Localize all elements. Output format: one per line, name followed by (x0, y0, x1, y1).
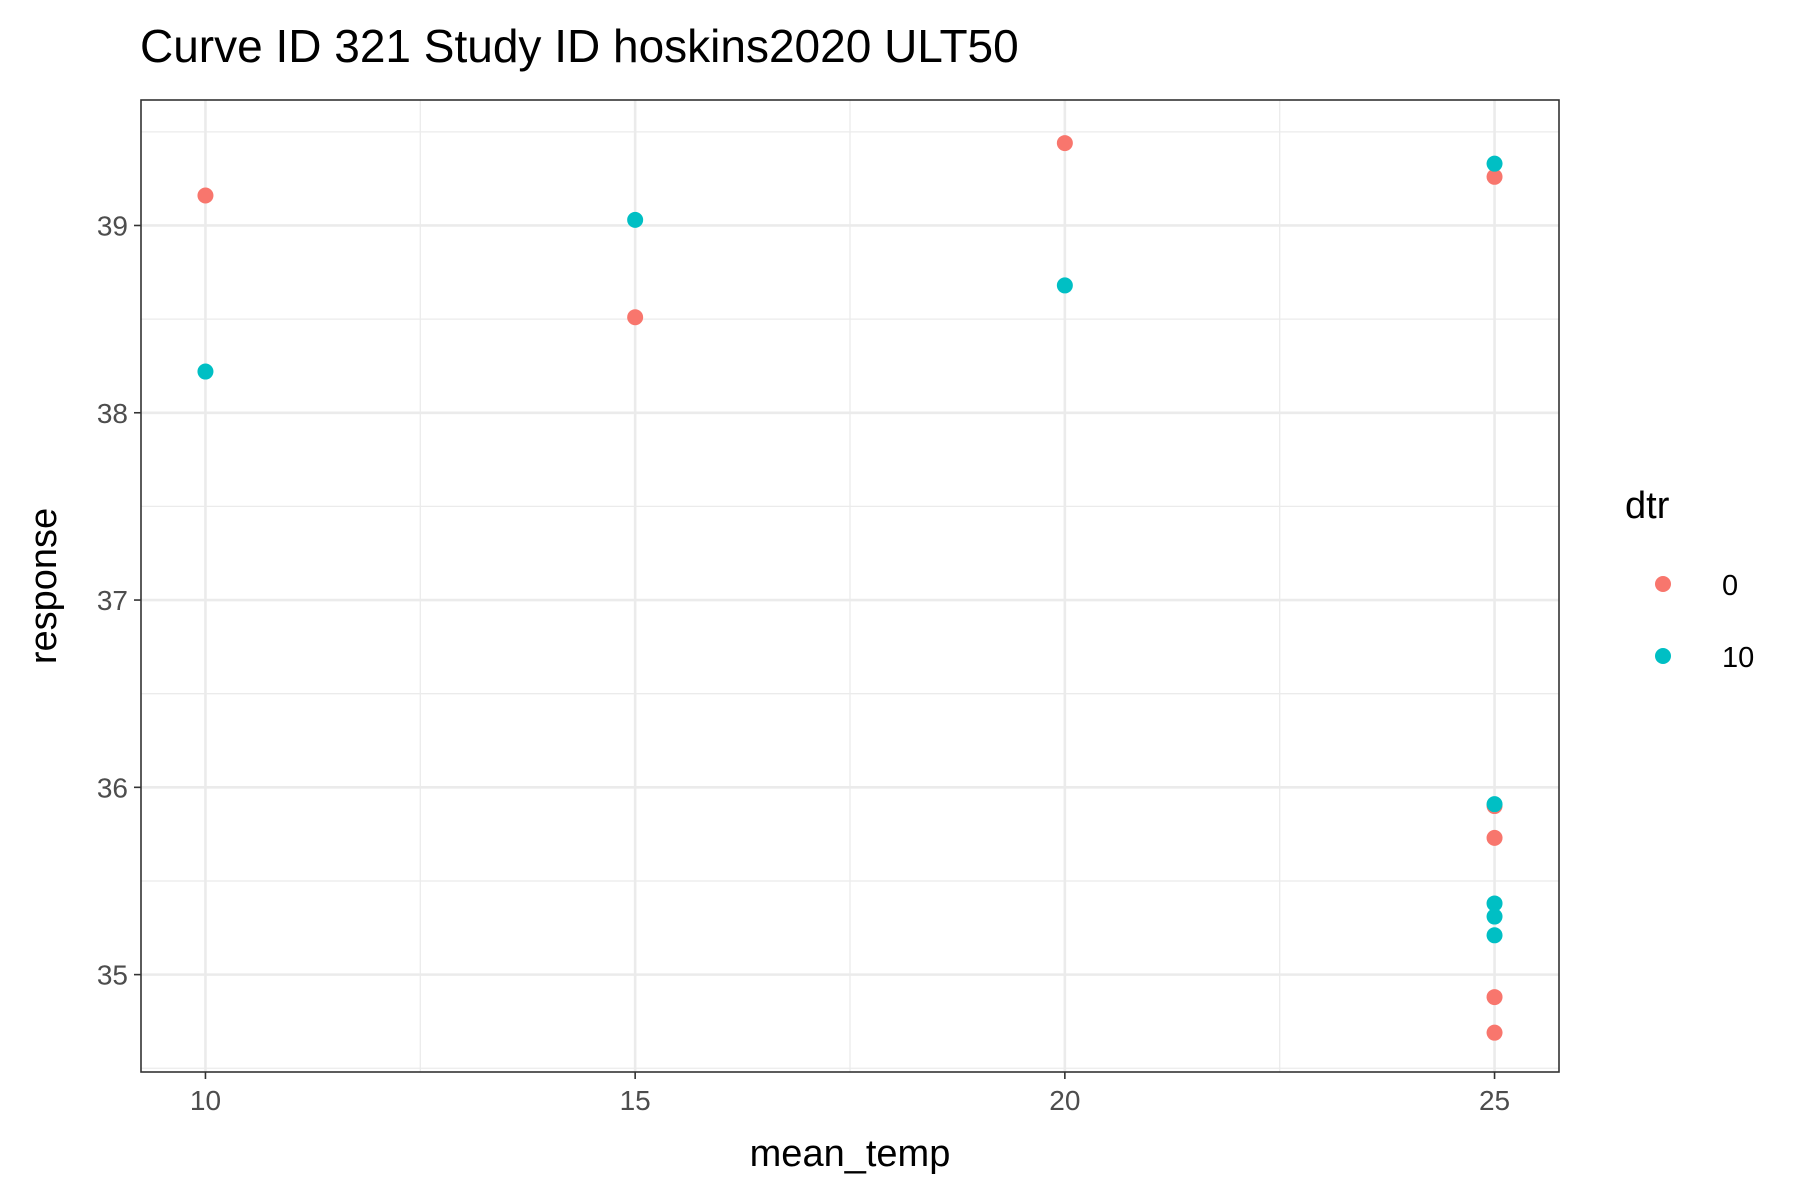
data-point-dtr-10-5 (1486, 895, 1503, 912)
x-axis-ticks: 10 15 20 25 (190, 1072, 1510, 1116)
y-tick-label-1: 36 (97, 772, 128, 803)
x-axis-title: mean_temp (750, 1133, 951, 1175)
y-tick-label-0: 35 (97, 960, 128, 991)
legend-key-dtr-0 (1655, 576, 1671, 592)
data-point-dtr-0-2 (1056, 135, 1073, 152)
data-point-dtr-10-4 (1486, 796, 1503, 813)
x-tick-label-2: 20 (1049, 1085, 1080, 1116)
legend-title: dtr (1625, 485, 1670, 527)
x-tick-label-0: 10 (190, 1085, 221, 1116)
data-point-dtr-10-7 (1486, 927, 1503, 944)
data-point-dtr-0-1 (627, 309, 644, 326)
data-point-dtr-10-3 (1486, 155, 1503, 172)
data-point-dtr-10-2 (1056, 277, 1073, 294)
legend-key-dtr-10 (1655, 648, 1671, 664)
x-tick-label-3: 25 (1479, 1085, 1510, 1116)
legend-label-dtr-10: 10 (1722, 642, 1754, 674)
data-point-dtr-0-5 (1486, 829, 1503, 846)
data-point-dtr-0-3 (1486, 168, 1503, 185)
legend-items: 0 10 (1655, 570, 1754, 674)
x-tick-label-1: 15 (620, 1085, 651, 1116)
y-tick-label-4: 39 (97, 210, 128, 241)
y-tick-label-2: 37 (97, 585, 128, 616)
chart-title: Curve ID 321 Study ID hoskins2020 ULT50 (140, 20, 1019, 72)
legend-label-dtr-0: 0 (1722, 570, 1738, 602)
data-point-dtr-10-1 (627, 211, 644, 228)
data-point-dtr-0-0 (197, 187, 214, 204)
y-axis-ticks: 35 36 37 38 39 (97, 210, 141, 991)
data-point-dtr-0-7 (1486, 1024, 1503, 1041)
y-tick-label-3: 38 (97, 398, 128, 429)
data-point-dtr-0-6 (1486, 989, 1503, 1006)
plot-panel-border (140, 99, 1560, 1073)
minor-gridlines (141, 100, 1559, 1072)
legend: dtr 0 10 (1625, 485, 1754, 674)
y-axis-title: response (23, 508, 65, 664)
data-points (197, 135, 1503, 1041)
data-point-dtr-10-6 (1486, 908, 1503, 925)
data-point-dtr-10-0 (197, 363, 214, 380)
